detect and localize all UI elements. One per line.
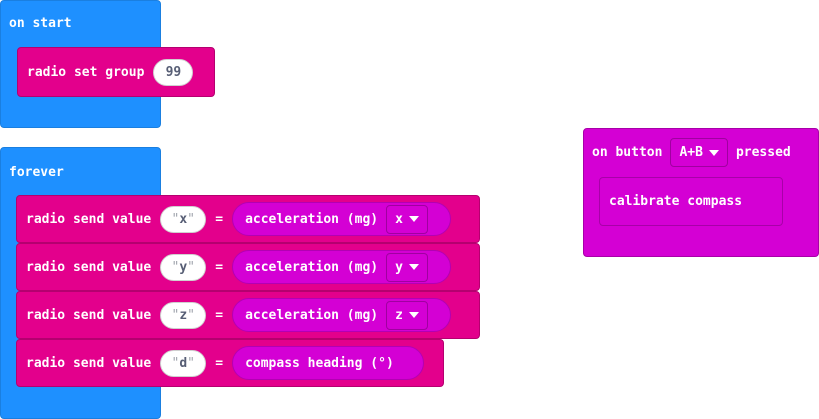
dropdown-caret-icon [408, 216, 419, 222]
radio-send-value-y-block[interactable]: radio send value " y " = acceleration (mg)… [16, 243, 480, 291]
acceleration-label: acceleration (mg) [245, 211, 379, 227]
equals-sign: = [215, 211, 224, 227]
radio-send-value-label: radio send value [26, 211, 152, 227]
on-start-block[interactable]: on start radio set group 99 [0, 0, 215, 128]
axis-dropdown-z[interactable]: z [386, 300, 428, 330]
forever-block[interactable]: forever radio send value " x " = accelerat… [0, 147, 480, 419]
dropdown-caret-icon [408, 312, 419, 318]
on-button-pressed-block[interactable]: on button A+B pressed calibrate compass [583, 128, 819, 257]
acceleration-reporter-x[interactable]: acceleration (mg) x [232, 202, 452, 236]
name-input-z[interactable]: " z " [160, 301, 207, 329]
compass-heading-reporter[interactable]: compass heading (°) [232, 346, 425, 380]
acceleration-reporter-y[interactable]: acceleration (mg) y [232, 250, 452, 284]
radio-send-value-z-block[interactable]: radio send value " z " = acceleration (mg)… [16, 291, 480, 339]
radio-send-value-label: radio send value [26, 355, 152, 371]
axis-dropdown-y[interactable]: y [386, 252, 428, 282]
axis-dropdown-x[interactable]: x [386, 204, 428, 234]
calibrate-compass-label: calibrate compass [609, 194, 743, 209]
on-button-header: on button A+B pressed [592, 138, 791, 167]
acceleration-label: acceleration (mg) [245, 307, 379, 323]
radio-send-value-d-block[interactable]: radio send value " d " = compass heading (… [16, 339, 444, 387]
forever-label: forever [9, 165, 64, 180]
radio-set-group-label: radio set group [27, 64, 145, 80]
acceleration-reporter-z[interactable]: acceleration (mg) z [232, 298, 452, 332]
name-input-d[interactable]: " d " [160, 349, 207, 377]
acceleration-label: acceleration (mg) [245, 259, 379, 275]
equals-sign: = [215, 307, 224, 323]
radio-send-value-x-block[interactable]: radio send value " x " = acceleration (mg)… [16, 195, 480, 243]
pressed-label: pressed [735, 145, 791, 160]
equals-sign: = [215, 355, 224, 371]
on-start-label: on start [9, 16, 72, 31]
radio-set-group-block[interactable]: radio set group 99 [17, 47, 215, 97]
name-input-x[interactable]: " x " [160, 205, 207, 233]
calibrate-compass-block[interactable]: calibrate compass [599, 177, 783, 226]
dropdown-caret-icon [708, 149, 719, 156]
on-button-label: on button [592, 145, 663, 160]
button-dropdown[interactable]: A+B [670, 138, 728, 167]
compass-heading-label: compass heading (°) [245, 355, 394, 371]
name-input-y[interactable]: " y " [160, 253, 207, 281]
group-number-input[interactable]: 99 [153, 58, 194, 86]
group-number-value: 99 [165, 64, 182, 80]
equals-sign: = [215, 259, 224, 275]
dropdown-caret-icon [408, 264, 419, 270]
radio-send-value-label: radio send value [26, 307, 152, 323]
radio-send-value-label: radio send value [26, 259, 152, 275]
